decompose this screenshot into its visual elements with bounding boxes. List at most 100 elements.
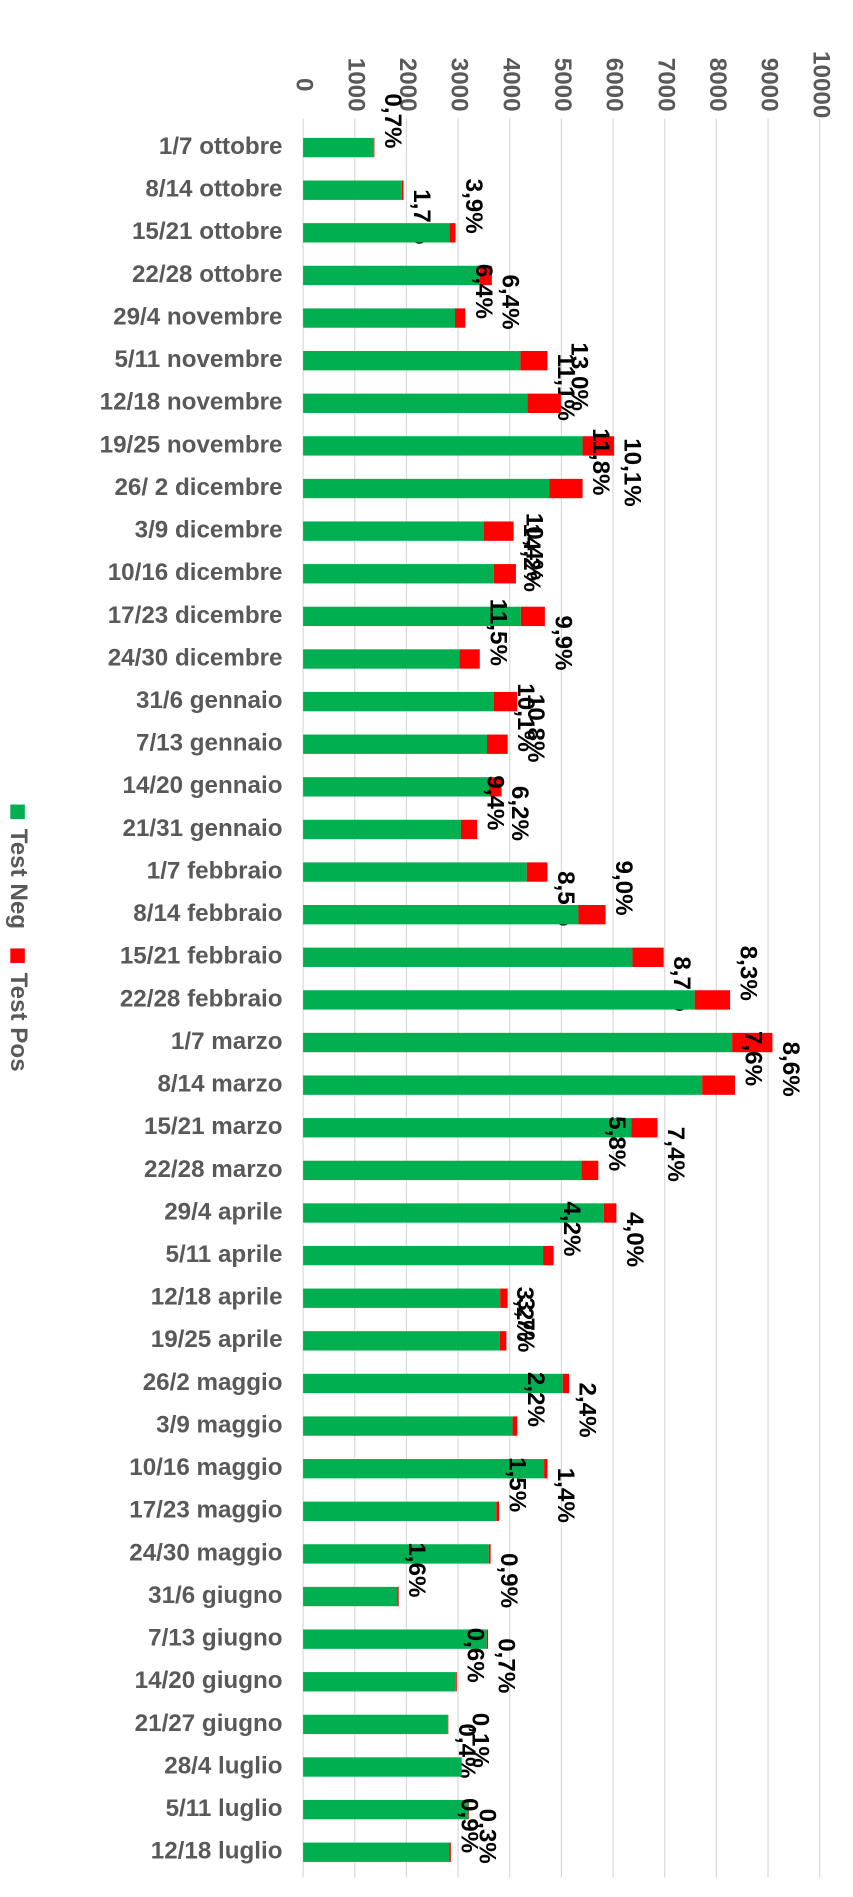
category-label: 5/11 novembre xyxy=(114,346,282,373)
bar xyxy=(499,1331,507,1351)
x-tick-label: 2000 xyxy=(394,58,421,112)
category-label: 19/25 aprile xyxy=(151,1326,283,1353)
bar xyxy=(303,905,579,925)
category-label: 22/28 ottobre xyxy=(132,261,283,288)
data-label: 10,8% xyxy=(522,694,549,763)
bar xyxy=(459,649,480,669)
category-label: 8/14 ottobre xyxy=(145,176,282,203)
category-label: 31/6 giugno xyxy=(148,1582,282,1609)
category-label: 8/14 marzo xyxy=(157,1071,282,1098)
bar xyxy=(303,819,461,840)
bar xyxy=(303,223,450,243)
x-tick-label: 8000 xyxy=(704,58,731,112)
category-label: 10/16 dicembre xyxy=(108,559,283,586)
bar xyxy=(303,1799,469,1820)
data-label: 3,7% xyxy=(512,1297,539,1352)
bar xyxy=(303,777,490,797)
x-tick-label: 3000 xyxy=(446,58,473,112)
data-label: 3,9% xyxy=(460,179,487,234)
bar xyxy=(479,265,492,286)
bar xyxy=(493,564,516,584)
category-label: 12/18 luglio xyxy=(151,1838,283,1865)
bar xyxy=(694,990,731,1010)
category-label: 7/13 giugno xyxy=(148,1625,282,1652)
bar xyxy=(543,1245,554,1266)
data-label: 8,6% xyxy=(777,1042,804,1097)
bar xyxy=(549,478,583,499)
category-label: 15/21 febbraio xyxy=(120,943,283,970)
category-label: 31/6 gennaio xyxy=(136,687,283,714)
data-label: 0,7% xyxy=(379,93,406,148)
data-label: 4,0% xyxy=(621,1212,648,1267)
category-label: 1/7 marzo xyxy=(171,1028,283,1055)
bar xyxy=(303,1586,398,1607)
bar xyxy=(582,436,615,456)
category-label: 12/18 novembre xyxy=(100,389,283,416)
x-tick-label: 1000 xyxy=(342,58,369,112)
bar xyxy=(303,1714,448,1735)
category-label: 26/ 2 dicembre xyxy=(114,474,282,501)
data-label: 1,5% xyxy=(504,1457,531,1512)
category-label: 5/11 aprile xyxy=(166,1241,283,1268)
data-label: 3,2% xyxy=(511,1287,538,1342)
category-label: 29/4 aprile xyxy=(164,1198,282,1225)
data-label: 11,8% xyxy=(587,428,614,495)
bar xyxy=(512,1416,518,1436)
data-label: 9,0% xyxy=(610,860,637,915)
bar xyxy=(487,734,508,754)
bar xyxy=(303,1245,544,1266)
category-label: 22/28 febbraio xyxy=(120,985,283,1012)
bar xyxy=(732,1032,773,1053)
bar xyxy=(303,1501,497,1521)
category-label: 14/20 giugno xyxy=(135,1667,283,1694)
data-label: 4,2% xyxy=(558,1201,585,1256)
data-label: 5,8% xyxy=(603,1116,630,1171)
bar xyxy=(489,777,502,797)
bar xyxy=(303,1075,703,1095)
bar xyxy=(632,947,664,967)
data-label: 11,5% xyxy=(484,599,511,666)
bar xyxy=(449,223,456,243)
category-label: 21/31 gennaio xyxy=(123,815,283,842)
x-tick-label: 9000 xyxy=(756,58,783,112)
bar xyxy=(373,137,375,158)
bar xyxy=(520,350,548,371)
data-label: 10,4% xyxy=(520,513,547,582)
category-label: 8/14 febbraio xyxy=(133,900,282,927)
data-label: 6,2% xyxy=(506,786,533,841)
bar xyxy=(526,862,548,882)
bar xyxy=(303,1032,733,1053)
data-label: 10,1% xyxy=(619,438,646,507)
bar xyxy=(303,1842,450,1862)
data-label: 0,1% xyxy=(466,1713,493,1768)
category-label: 17/23 maggio xyxy=(129,1497,282,1524)
x-tick-label: 5000 xyxy=(549,58,576,112)
bar xyxy=(303,947,633,967)
category-label: 3/9 maggio xyxy=(156,1411,282,1438)
category-label: 17/23 dicembre xyxy=(108,602,283,629)
bar xyxy=(488,1544,491,1564)
bar xyxy=(447,1714,449,1735)
bar xyxy=(303,308,455,328)
x-tick-label: 10000 xyxy=(807,51,834,118)
legend-label: Test Neg xyxy=(5,829,32,929)
category-label: 3/9 dicembre xyxy=(135,517,283,544)
bar xyxy=(520,606,545,627)
bar xyxy=(562,1373,570,1394)
category-label: 12/18 aprile xyxy=(151,1284,283,1311)
data-label: 0,9% xyxy=(495,1553,522,1608)
bar xyxy=(303,1672,456,1692)
bar xyxy=(303,393,528,413)
bar xyxy=(303,137,374,158)
bar xyxy=(303,691,494,712)
category-label: 1/7 febbraio xyxy=(147,857,283,884)
category-label: 5/11 luglio xyxy=(166,1795,283,1822)
bar xyxy=(578,905,606,925)
data-label: 6,4% xyxy=(496,274,523,329)
bar xyxy=(468,1799,469,1820)
category-label: 15/21 ottobre xyxy=(132,218,283,245)
data-label: 9,9% xyxy=(549,615,576,670)
data-label: 7,6% xyxy=(740,1031,767,1086)
bar xyxy=(303,350,521,371)
